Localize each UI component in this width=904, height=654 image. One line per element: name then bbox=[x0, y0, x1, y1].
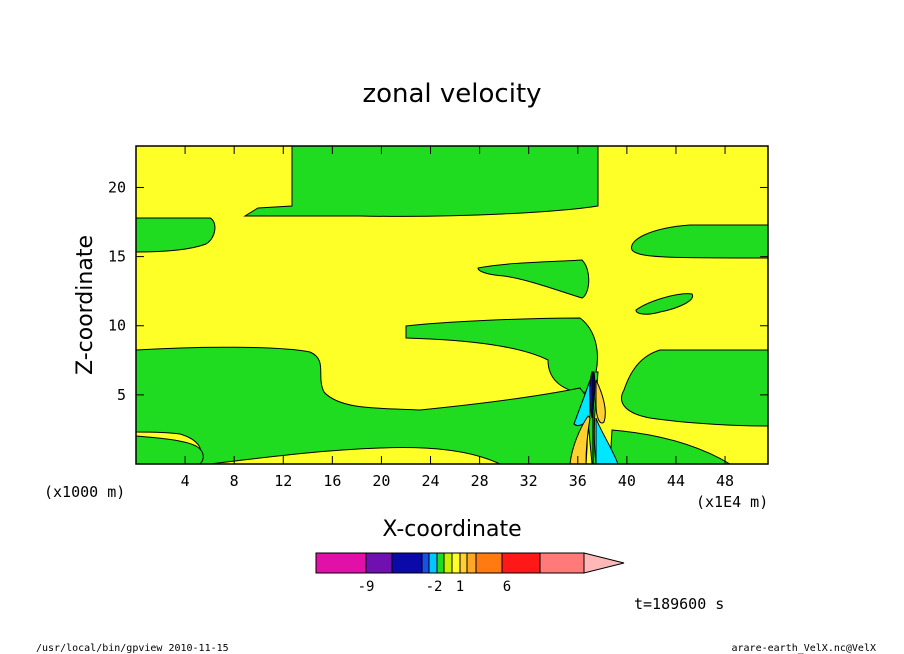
y-tick-label: 5 bbox=[117, 386, 126, 404]
colorbar-bin bbox=[365, 552, 393, 574]
colorbar-bin bbox=[459, 552, 468, 574]
colorbar-tick-label: 6 bbox=[503, 579, 511, 595]
right-ellipse-z12 bbox=[635, 293, 694, 315]
mid-filament-z13 bbox=[477, 259, 590, 299]
x-axis-label: X-coordinate bbox=[382, 517, 521, 542]
colorbar-bin bbox=[466, 552, 477, 574]
colorbar-bin bbox=[451, 552, 461, 574]
plot-frame bbox=[135, 145, 769, 465]
colorbar-bin bbox=[501, 552, 541, 574]
right-tongue-z16 bbox=[631, 224, 769, 259]
y-tick-label: 20 bbox=[108, 178, 126, 196]
colorbar-tick-label: -9 bbox=[358, 579, 375, 595]
x-tick-label: 20 bbox=[372, 472, 390, 490]
colorbar-tick-label: -2 bbox=[426, 579, 443, 595]
colorbar-bin bbox=[436, 552, 445, 574]
colorbar-extend-arrow bbox=[583, 552, 625, 574]
y-tick-label: 10 bbox=[108, 317, 126, 335]
colorbar bbox=[315, 552, 625, 574]
x-tick-label: 32 bbox=[520, 472, 538, 490]
x-tick-label: 24 bbox=[421, 472, 439, 490]
x-tick-label: 44 bbox=[667, 472, 685, 490]
x-unit-left: (x1000 m) bbox=[44, 483, 125, 501]
x-ticks: 4 8 12 16 20 24 28 32 36 40 44 48 bbox=[181, 146, 734, 490]
x-tick-label: 28 bbox=[471, 472, 489, 490]
x-tick-label: 4 bbox=[181, 472, 190, 490]
x-tick-label: 48 bbox=[716, 472, 734, 490]
x-unit-right: (x1E4 m) bbox=[696, 493, 768, 511]
colorbar-bin bbox=[428, 552, 438, 574]
bottom-left-patch bbox=[135, 435, 204, 465]
x-tick-label: 40 bbox=[618, 472, 636, 490]
plume-orange-right bbox=[595, 379, 606, 424]
x-tick-label: 36 bbox=[569, 472, 587, 490]
chart-title: zonal velocity bbox=[362, 79, 541, 109]
x-tick-label: 8 bbox=[230, 472, 239, 490]
y-tick-label: 15 bbox=[108, 248, 126, 266]
colorbar-bin bbox=[315, 552, 367, 574]
colorbar-labels: -9 -2 1 6 bbox=[358, 579, 512, 595]
plume bbox=[569, 371, 619, 465]
colorbar-tick-label: 1 bbox=[456, 579, 464, 595]
y-ticks: 5 10 15 20 bbox=[108, 178, 768, 404]
footer-right: arare-earth_VelX.nc@VelX bbox=[732, 643, 877, 654]
lower-right-region bbox=[621, 349, 769, 427]
left-tongue-z17 bbox=[135, 217, 216, 253]
negative-velocity-regions bbox=[135, 145, 769, 465]
colorbar-bin bbox=[421, 552, 430, 574]
x-tick-label: 12 bbox=[274, 472, 292, 490]
x-tick-label: 16 bbox=[323, 472, 341, 490]
time-label: t=189600 s bbox=[634, 595, 724, 613]
colorbar-bin bbox=[391, 552, 423, 574]
upper-negative-region bbox=[243, 145, 599, 217]
colorbar-bin bbox=[539, 552, 585, 574]
colorbar-bin bbox=[443, 552, 453, 574]
y-axis-label: Z-coordinate bbox=[73, 235, 98, 375]
footer-left: /usr/local/bin/gpview 2010-11-15 bbox=[36, 643, 229, 654]
colorbar-bin bbox=[475, 552, 503, 574]
